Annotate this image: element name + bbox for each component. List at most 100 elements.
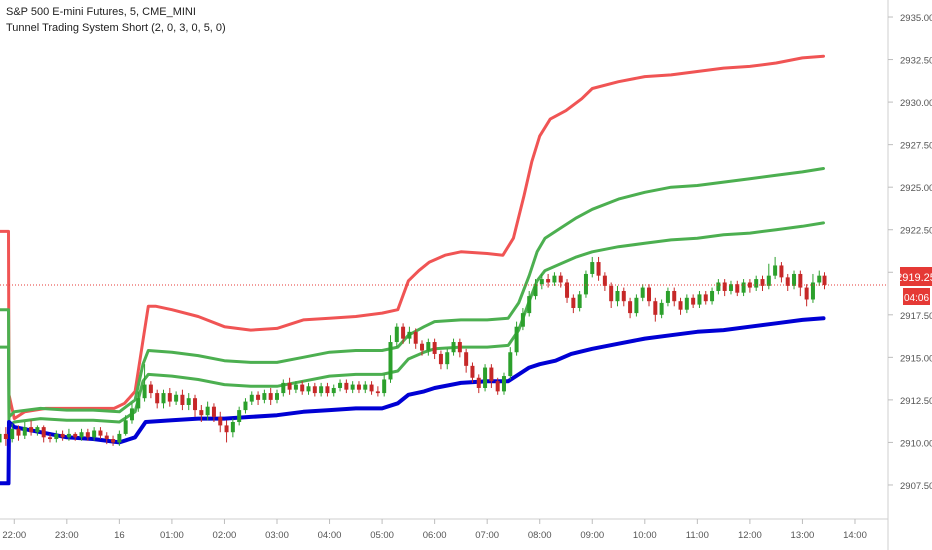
candle-body [741, 282, 746, 293]
candle-body [413, 331, 418, 344]
candle-body [224, 425, 229, 433]
candle-body [451, 342, 456, 353]
band-line-3 [0, 316, 826, 486]
candle-body [3, 433, 8, 440]
candle-body [420, 343, 425, 351]
candle-body [602, 275, 607, 286]
candle-body [85, 432, 90, 438]
candle-body [312, 386, 317, 394]
candle-body [356, 384, 361, 390]
last-price-badge-bg [900, 267, 932, 286]
candle-body [54, 433, 59, 440]
candle-body [640, 287, 645, 298]
candle-body [659, 302, 664, 315]
x-tick-label: 01:00 [160, 530, 184, 541]
candle-body [98, 430, 103, 436]
x-tick-label: 12:00 [738, 530, 762, 541]
candle-body [716, 282, 721, 291]
candle-body [243, 401, 248, 411]
candle-body [10, 428, 15, 440]
band-line-2 [0, 221, 825, 427]
candle-body [174, 394, 179, 402]
candle-body [432, 342, 437, 354]
candle-body [822, 275, 827, 286]
candle-body [129, 408, 134, 421]
candle-body [457, 342, 462, 353]
candle-body [760, 279, 765, 286]
candle-body [256, 394, 261, 400]
y-tick-label: 2932.50 [900, 56, 932, 67]
candle-body [230, 422, 235, 433]
candle-body [785, 277, 790, 286]
candle-body [710, 290, 715, 302]
countdown-badge-bg [903, 288, 930, 305]
candle-body [29, 427, 34, 433]
candle-body [520, 313, 525, 327]
candle-body [16, 428, 21, 436]
x-tick-label: 13:00 [791, 530, 815, 541]
candle-body [123, 420, 128, 434]
candle-body [747, 282, 752, 288]
candle-body [703, 294, 708, 302]
candle-body [546, 279, 551, 283]
candle-body [73, 433, 78, 438]
candle-body [577, 294, 582, 308]
x-tick-label: 07:00 [475, 530, 499, 541]
y-tick-label: 2927.50 [900, 141, 932, 152]
countdown-label: 04:06 [904, 293, 929, 304]
candle-body [319, 386, 324, 394]
candle-body [634, 297, 639, 314]
candle-body [792, 273, 797, 286]
x-tick-label: 08:00 [528, 530, 552, 541]
candle-body [615, 290, 620, 302]
candle-body [293, 384, 298, 390]
candle-body [552, 275, 557, 283]
candle-body [533, 284, 538, 297]
candle-body [804, 287, 809, 300]
x-tick-label: 22:00 [2, 530, 26, 541]
candle-body [111, 439, 116, 443]
candle-body [590, 262, 595, 274]
candle-body [161, 393, 166, 404]
candle-body [186, 398, 191, 405]
x-tick-label: 14:00 [843, 530, 867, 541]
candle-body [193, 398, 198, 411]
candle-body [558, 275, 563, 283]
last-price-label: 2919.25 [896, 272, 932, 284]
candle-body [426, 342, 431, 351]
candle-body [331, 387, 336, 394]
candle-body [583, 273, 588, 295]
candle-body [810, 282, 815, 300]
x-axis[interactable]: 22:00 23:00 16 01:00 02:00 03:00 04:00 05:00 06:… [2, 519, 867, 541]
candle-body [691, 297, 696, 305]
candle-body [508, 352, 513, 377]
candle-body [35, 427, 40, 433]
candle-body [237, 410, 242, 423]
candle-body [571, 297, 576, 308]
y-tick-label: 2910.00 [900, 438, 932, 449]
candle-body [539, 279, 544, 285]
x-tick-label: 09:00 [580, 530, 604, 541]
candle-body [438, 353, 443, 365]
candle-body [262, 393, 267, 400]
candle-body [92, 430, 97, 438]
candle-body [527, 296, 532, 314]
y-tick-label: 2925.00 [900, 183, 932, 194]
candle-body [325, 386, 330, 394]
candle-body [117, 433, 122, 443]
x-tick-label: 05:00 [370, 530, 394, 541]
candle-body [180, 394, 185, 405]
candle-body [697, 294, 702, 305]
candle-body [445, 352, 450, 365]
candle-body [672, 290, 677, 302]
candle-body [136, 398, 141, 409]
candle-body [249, 394, 254, 402]
candle-body [653, 301, 658, 315]
candle-body [0, 433, 2, 443]
last-price-badge: 2919.25 [896, 267, 932, 286]
candle-body [211, 406, 216, 417]
candle-body [678, 301, 683, 310]
candle-body [218, 416, 223, 426]
candle-body [621, 290, 626, 302]
